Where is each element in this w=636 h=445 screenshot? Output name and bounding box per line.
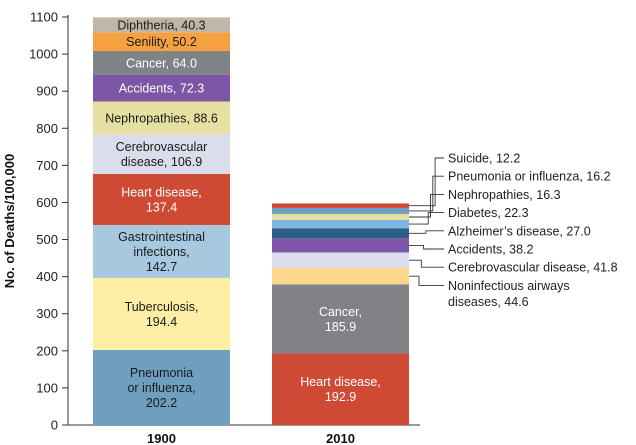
y-tick-label: 200 (36, 343, 58, 358)
bar-segment (93, 50, 230, 75)
callout-label: Accidents, 38.2 (448, 243, 534, 257)
segment-label: Cancer, 185.9 (319, 305, 362, 334)
y-tick-label: 400 (36, 269, 58, 284)
bar-segment (272, 228, 409, 239)
segment-label: Accidents, 72.3 (119, 82, 205, 96)
bar-segment (93, 134, 230, 175)
segment-label: Cerebrovascular disease, 106.9 (116, 140, 208, 169)
bar-segment (93, 74, 230, 102)
bar-segment (93, 224, 230, 278)
y-axis-label: No. of Deaths/100,000 (2, 154, 17, 288)
y-tick-label: 500 (36, 232, 58, 247)
bar-segment (272, 284, 409, 354)
y-tick-label: 600 (36, 195, 58, 210)
y-tick-label: 1100 (30, 10, 58, 25)
bar-segment (93, 32, 230, 51)
bar-segment (272, 267, 409, 285)
callout-label: Pneumonia or influenza, 16.2 (448, 170, 611, 184)
segment-label: Diphtheria, 40.3 (117, 18, 205, 32)
callout-leader (409, 244, 444, 250)
bar-segment (93, 350, 230, 425)
bar-segment (272, 238, 409, 253)
segment-label: Nephropathies, 88.6 (105, 111, 218, 125)
y-tick-label: 1000 (29, 47, 58, 62)
bar-2010: Heart disease, 192.9 Cancer, 185.9 (272, 203, 409, 425)
bar-segment (272, 219, 409, 229)
callout-leader (409, 193, 444, 218)
callout-leader (409, 275, 444, 286)
bar-1900: Pneumonia or influenza, 202.2 Tuberculosis,… (93, 17, 230, 425)
callout-leader (409, 230, 444, 234)
bar-segment (93, 277, 230, 351)
bar-segment (93, 174, 230, 225)
callout-leader (409, 212, 444, 225)
x-category-label: 1900 (147, 431, 176, 445)
segment-label: Heart disease, 137.4 (121, 185, 202, 214)
segment-label: Pneumonia or influenza, 202.2 (127, 366, 195, 410)
callout-label: Cerebrovascular disease, 41.8 (448, 261, 618, 275)
y-tick-label: 0 (51, 418, 58, 433)
y-tick-label: 100 (36, 380, 58, 395)
bar-segment (93, 101, 230, 135)
segment-label: Tuberculosis, 194.4 (125, 300, 199, 329)
callout-label: Diabetes, 22.3 (448, 206, 529, 220)
callout-label: Suicide, 12.2 (448, 152, 520, 166)
y-tick-label: 300 (36, 306, 58, 321)
y-tick-label: 700 (36, 158, 58, 173)
callout-leader (409, 157, 444, 207)
segment-label: Heart disease, 192.9 (300, 375, 381, 404)
bar-segment (272, 353, 409, 425)
segment-label: Gastrointestinal infections, 142.7 (118, 230, 205, 274)
callout-leader (409, 259, 444, 268)
bar-segment (272, 207, 409, 214)
bar-segment (272, 252, 409, 268)
callout-label: Alzheimer’s disease, 27.0 (448, 224, 591, 238)
bars: Pneumonia or influenza, 202.2 Tuberculosis,… (93, 17, 409, 445)
y-tick-label: 900 (36, 84, 58, 99)
callouts: Suicide, 12.2 Pneumonia or influenza, 16.… (409, 152, 618, 309)
callout-label: Nephropathies, 16.3 (448, 188, 561, 202)
y-axis: 0 100 200 300 400 500 600 700 800 900 1000 1100 (29, 10, 420, 433)
y-tick-label: 800 (36, 121, 58, 136)
segment-label: Cancer, 64.0 (126, 56, 197, 70)
x-category-label: 2010 (326, 431, 355, 445)
bar-segment (272, 203, 409, 208)
bar-segment (272, 213, 409, 220)
bar-segment (93, 17, 230, 33)
callout-label: Noninfectious airways diseases, 44.6 (448, 279, 570, 309)
callout-leader (409, 175, 444, 212)
segment-label: Senility, 50.2 (126, 35, 197, 49)
